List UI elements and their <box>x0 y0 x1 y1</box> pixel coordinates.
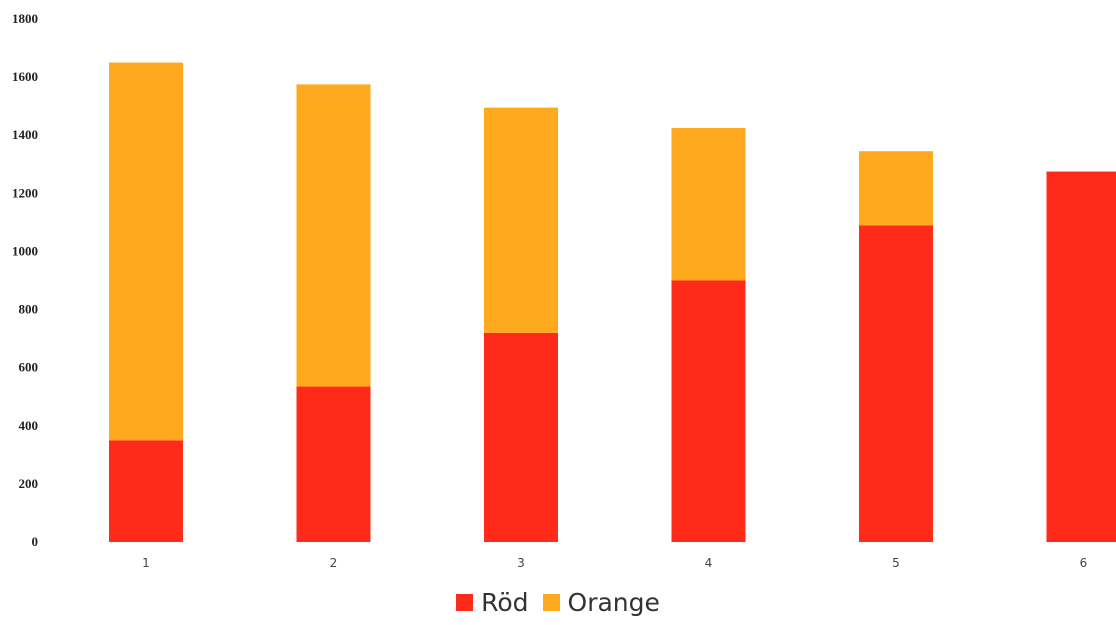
x-axis: 1 2 3 4 5 6 <box>142 556 1087 570</box>
legend-label-orange: Orange <box>567 588 660 617</box>
x-tick-label: 2 <box>330 556 338 570</box>
legend-label-rod: Röd <box>481 588 529 617</box>
y-axis: 0 200 400 600 800 1000 1200 1400 1600 1800 <box>12 11 38 549</box>
y-tick-label: 0 <box>32 534 39 549</box>
bar-segment-rod-1 <box>109 440 183 542</box>
bar-segment-orange-3 <box>484 107 558 333</box>
legend-item-rod: Röd <box>456 588 529 617</box>
y-tick-label: 1400 <box>12 127 38 142</box>
y-tick-label: 400 <box>19 418 39 433</box>
y-tick-label: 1600 <box>12 69 38 84</box>
legend: Röd Orange <box>0 588 1116 617</box>
bar-segment-rod-5 <box>859 225 933 543</box>
bar-group <box>109 62 1116 543</box>
y-tick-label: 600 <box>19 360 39 375</box>
bar-segment-rod-4 <box>671 280 746 542</box>
legend-swatch-orange <box>542 594 560 611</box>
y-tick-label: 1800 <box>12 11 38 26</box>
y-tick-label: 1200 <box>12 185 38 200</box>
x-tick-label: 1 <box>142 556 150 570</box>
legend-item-orange: Orange <box>542 588 660 617</box>
x-tick-label: 4 <box>705 556 713 570</box>
bar-segment-rod-2 <box>296 386 371 542</box>
legend-swatch-rod <box>456 594 474 611</box>
bar-segment-orange-5 <box>859 151 933 226</box>
x-tick-label: 6 <box>1080 556 1088 570</box>
y-tick-label: 1000 <box>12 243 38 258</box>
x-tick-label: 3 <box>517 556 525 570</box>
y-tick-label: 200 <box>19 476 39 491</box>
y-tick-label: 800 <box>19 302 39 317</box>
bar-segment-rod-3 <box>484 332 558 542</box>
bar-segment-orange-4 <box>671 127 746 281</box>
bar-segment-orange-2 <box>296 84 371 387</box>
bar-segment-orange-1 <box>109 62 183 441</box>
x-tick-label: 5 <box>892 556 900 570</box>
bar-segment-rod-6 <box>1046 171 1116 542</box>
